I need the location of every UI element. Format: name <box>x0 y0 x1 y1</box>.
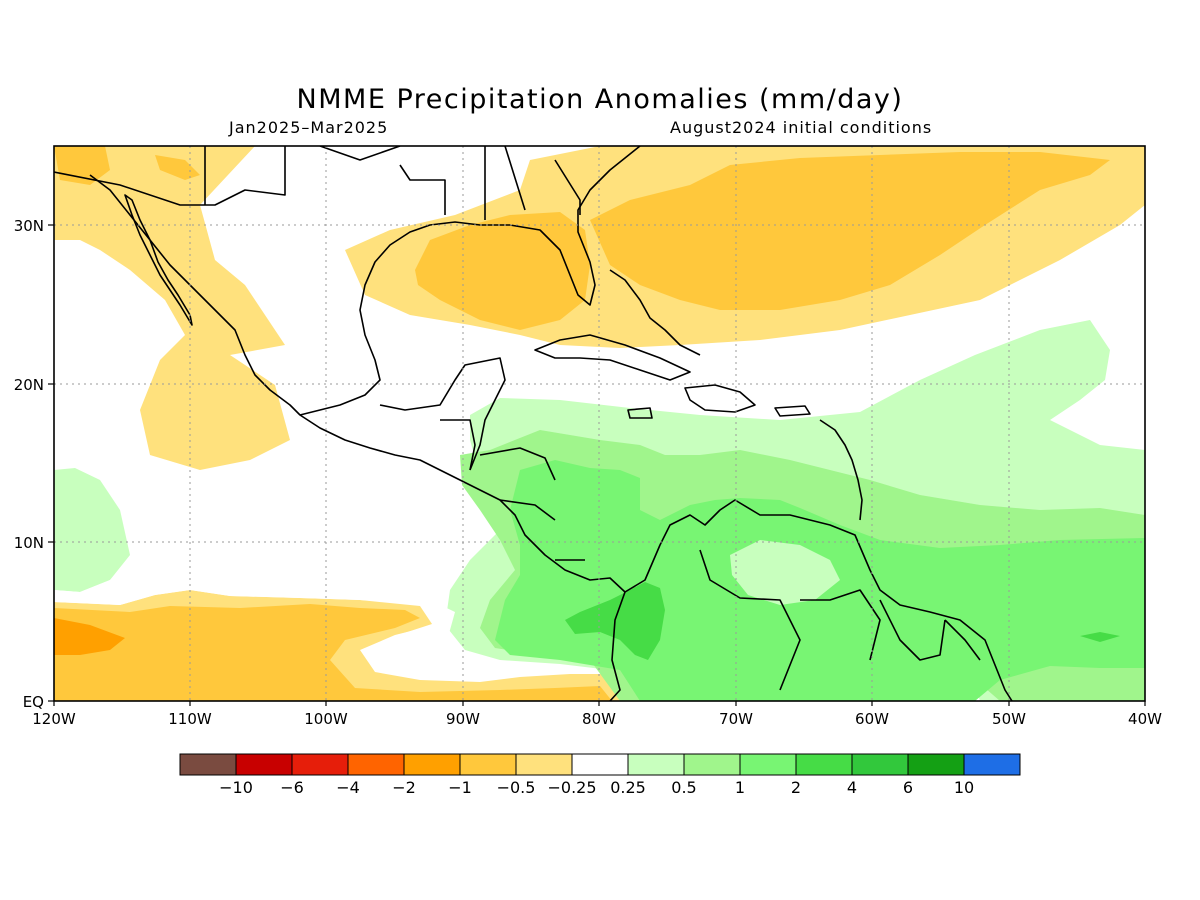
y-axis-labels: EQ 10N 20N 30N <box>14 217 44 711</box>
colorbar-label: 0.25 <box>610 778 646 797</box>
y-tick-label: 20N <box>14 376 44 394</box>
colorbar-swatch <box>179 753 237 776</box>
x-tick-label: 60W <box>855 710 889 728</box>
colorbar-swatch <box>907 753 965 776</box>
x-tick-label: 90W <box>446 710 480 728</box>
y-tick-label: 30N <box>14 217 44 235</box>
colorbar-label: 6 <box>903 778 913 797</box>
colorbar-swatch <box>347 753 405 776</box>
colorbar-label: 4 <box>847 778 857 797</box>
colorbar-label: 2 <box>791 778 801 797</box>
anomaly-fields <box>54 146 1145 701</box>
dry-core-pacific <box>54 604 612 701</box>
colorbar-label: −6 <box>280 778 304 797</box>
colorbar-label: 1 <box>735 778 745 797</box>
dry-strong-pacific <box>54 618 125 655</box>
border-south-america <box>699 549 981 691</box>
x-tick-marks <box>53 701 1146 706</box>
colorbar-swatch <box>291 753 349 776</box>
x-tick-label: 120W <box>32 710 76 728</box>
x-tick-label: 50W <box>992 710 1026 728</box>
dry-core-atlantic <box>590 152 1110 310</box>
border-central-america <box>440 419 585 561</box>
neutral-region-venezuela <box>730 540 840 605</box>
coastline-mexico-pacific <box>89 174 626 701</box>
chart-title: NMME Precipitation Anomalies (mm/day) <box>296 84 904 115</box>
colorbar-swatch <box>403 753 461 776</box>
colorbar-swatch <box>571 753 629 776</box>
wet-region-east-pacific-west <box>54 468 130 592</box>
dry-core-gulf <box>415 212 590 330</box>
colorbar-label: −10 <box>219 778 253 797</box>
x-tick-label: 70W <box>719 710 753 728</box>
colorbar-label: −0.5 <box>497 778 536 797</box>
colorbar-labels: −10 −6 −4 −2 −1 −0.5 −0.25 0.25 0.5 1 2 4 6 10 <box>219 778 974 797</box>
colorbar-swatch <box>795 753 853 776</box>
x-tick-label: 110W <box>168 710 212 728</box>
colorbar-swatch <box>683 753 741 776</box>
colorbar-swatch <box>235 753 293 776</box>
colorbar <box>179 753 1021 776</box>
border-us-mexico <box>54 146 581 220</box>
coastline-south-america <box>624 499 1013 701</box>
colorbar-label: −1 <box>448 778 472 797</box>
colorbar-label: −4 <box>336 778 360 797</box>
colorbar-label: −0.25 <box>547 778 596 797</box>
colorbar-label: −2 <box>392 778 416 797</box>
wet-core-atlantic <box>1080 632 1120 642</box>
colorbar-label: 10 <box>954 778 974 797</box>
colorbar-swatch <box>851 753 909 776</box>
initial-conditions: August2024 initial conditions <box>670 118 933 137</box>
coastline-bahamas <box>609 269 701 356</box>
coastline-cuba <box>534 334 691 381</box>
colorbar-swatch <box>963 753 1021 776</box>
coastline-lesser-antilles <box>819 419 863 521</box>
forecast-period: Jan2025–Mar2025 <box>229 118 389 137</box>
x-tick-label: 100W <box>304 710 348 728</box>
neutral-region-pacific-gap <box>54 560 470 676</box>
colorbar-swatch <box>515 753 573 776</box>
coastline-yucatan <box>379 357 506 471</box>
coastlines <box>54 146 1013 701</box>
coastline-hispaniola <box>684 384 756 413</box>
coastline-baja <box>124 194 193 326</box>
map-grid <box>54 146 1145 701</box>
y-tick-label: EQ <box>23 693 44 711</box>
coastline-jamaica <box>627 407 653 419</box>
coastline-puerto-rico <box>774 405 811 417</box>
colorbar-swatch <box>627 753 685 776</box>
x-tick-label: 40W <box>1128 710 1162 728</box>
y-tick-marks <box>48 224 54 702</box>
x-tick-label: 80W <box>582 710 616 728</box>
colorbar-label: 0.5 <box>671 778 696 797</box>
x-axis-labels: 120W 110W 100W 90W 80W 70W 60W 50W 40W <box>32 710 1162 728</box>
coastline-gulf-of-mexico <box>299 146 641 416</box>
dry-core-baja <box>155 155 200 180</box>
colorbar-swatch <box>739 753 797 776</box>
y-tick-label: 10N <box>14 534 44 552</box>
colorbar-swatch <box>459 753 517 776</box>
dry-region-northwest <box>54 146 290 470</box>
